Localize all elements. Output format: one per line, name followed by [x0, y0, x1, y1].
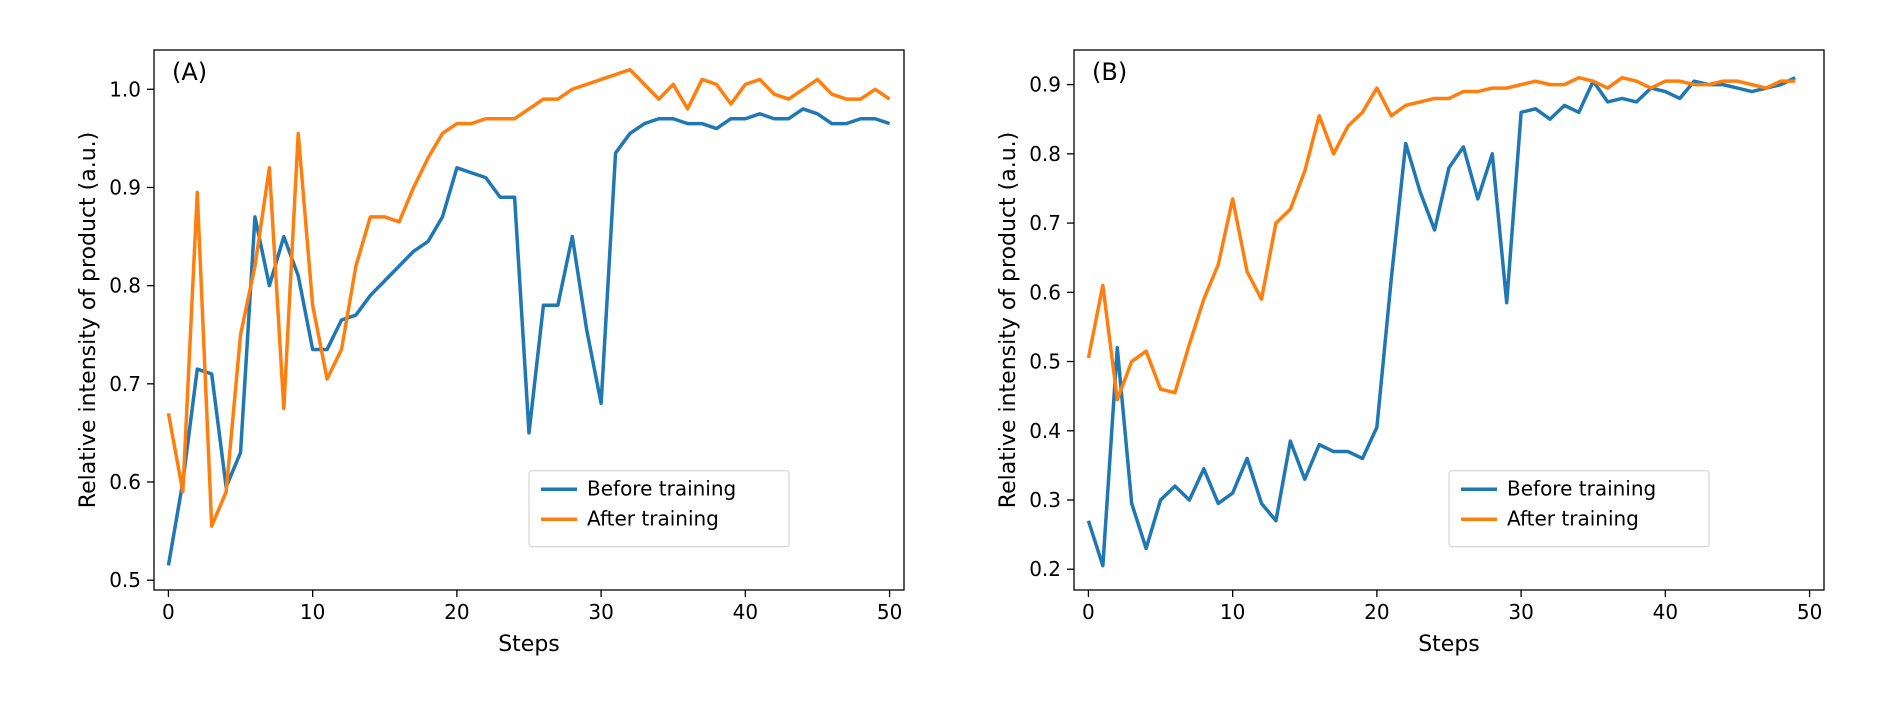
panel-a: 0 10 20 30 40 50 0.5 0.6 0.7 0.8 0.9 1.0 Steps Relati…	[44, 20, 924, 684]
y-tick-label: 0.5	[1029, 350, 1061, 374]
x-tick-label: 40	[1652, 600, 1677, 624]
y-tick-label: 0.3	[1029, 488, 1061, 512]
panel-label: (B)	[1092, 58, 1127, 86]
x-tick-label: 20	[444, 600, 469, 624]
chart-a: 0 10 20 30 40 50 0.5 0.6 0.7 0.8 0.9 1.0 Steps Relati…	[44, 20, 924, 680]
legend: Before training After training	[529, 471, 789, 547]
y-tick-label: 0.8	[109, 274, 141, 298]
y-tick-label: 1.0	[109, 77, 141, 101]
y-axis-label: Relative intensity of product (a.u.)	[76, 132, 101, 508]
y-tick-label: 0.6	[109, 470, 141, 494]
y-axis-label: Relative intensity of product (a.u.)	[996, 132, 1021, 508]
y-tick-label: 0.9	[1029, 73, 1061, 97]
x-tick-label: 50	[1796, 600, 1821, 624]
panel-b: 0 10 20 30 40 50 0.2 0.3 0.4 0.5 0.6 0.7 0.8 0.9 Steps…	[964, 20, 1844, 684]
legend-label-after: After training	[587, 506, 719, 530]
y-tick-label: 0.7	[1029, 211, 1061, 235]
legend-label-after: After training	[1507, 506, 1639, 530]
x-tick-label: 10	[1219, 600, 1244, 624]
x-tick-label: 20	[1364, 600, 1389, 624]
x-axis-label: Steps	[498, 632, 560, 657]
chart-b: 0 10 20 30 40 50 0.2 0.3 0.4 0.5 0.6 0.7 0.8 0.9 Steps…	[964, 20, 1844, 680]
x-tick-label: 50	[876, 600, 901, 624]
legend: Before training After training	[1449, 471, 1709, 547]
y-tick-label: 0.9	[109, 175, 141, 199]
y-tick-label: 0.4	[1029, 419, 1061, 443]
legend-label-before: Before training	[587, 476, 736, 500]
x-tick-label: 0	[162, 600, 175, 624]
x-tick-label: 10	[299, 600, 324, 624]
x-tick-label: 0	[1082, 600, 1095, 624]
x-tick-label: 30	[588, 600, 613, 624]
x-tick-label: 40	[732, 600, 757, 624]
y-tick-label: 0.6	[1029, 280, 1061, 304]
y-tick-label: 0.2	[1029, 557, 1061, 581]
y-tick-label: 0.7	[109, 372, 141, 396]
y-tick-label: 0.8	[1029, 142, 1061, 166]
figure-row: 0 10 20 30 40 50 0.5 0.6 0.7 0.8 0.9 1.0 Steps Relati…	[0, 0, 1887, 704]
x-tick-label: 30	[1508, 600, 1533, 624]
y-tick-label: 0.5	[109, 568, 141, 592]
legend-label-before: Before training	[1507, 476, 1656, 500]
panel-label: (A)	[172, 58, 207, 86]
x-axis-label: Steps	[1418, 632, 1480, 657]
